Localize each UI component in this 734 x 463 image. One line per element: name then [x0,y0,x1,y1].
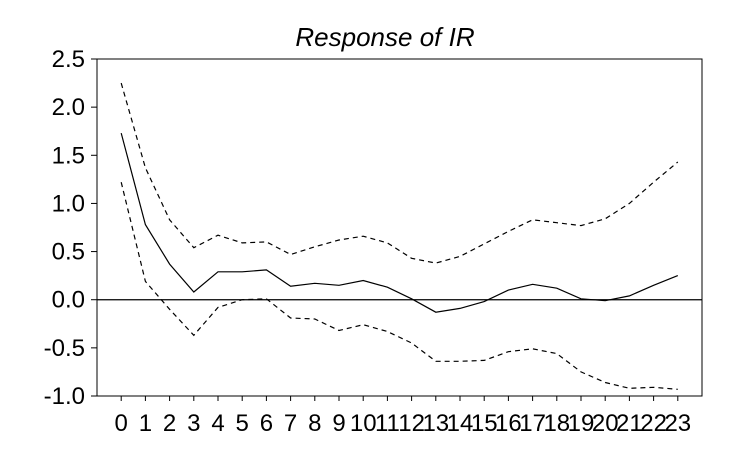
x-tick-label: 14 [447,410,474,437]
x-tick-label: 19 [568,410,595,437]
lower-band-line [120,182,678,390]
x-tick-label: 18 [543,410,570,437]
y-tick-label: 1.0 [52,190,85,217]
x-tick-label: 17 [519,410,546,437]
x-tick-label: 9 [332,410,345,437]
x-tick-label: 0 [115,410,128,437]
x-tick-label: 1 [139,410,152,437]
x-tick-label: 13 [422,410,449,437]
y-tick-label: 2.0 [52,94,85,121]
y-tick-label: -1.0 [44,383,85,410]
y-tick-label: 0.5 [52,239,85,266]
x-tick-label: 10 [350,410,377,437]
plot-area [96,58,703,397]
x-tick-label: 7 [284,410,297,437]
y-tick-label: -0.5 [44,335,85,362]
upper-band-line [120,82,679,264]
x-tick-label: 5 [236,410,249,437]
x-tick-label: 11 [375,410,400,437]
x-tick-label: 12 [398,410,425,437]
x-tick-label: 21 [616,410,643,437]
x-tick-label: 2 [163,410,176,437]
x-tick-label: 6 [260,410,273,437]
series-layer [120,82,679,390]
x-tick-label: 22 [640,410,667,437]
x-tick-label: 16 [495,410,522,437]
y-tick-label: 2.5 [52,46,85,73]
y-axis: 2.5 2.0 1.5 1.0 0.5 0.0 -0.5 -1.0 [44,46,97,410]
x-tick-label: 15 [471,410,498,437]
x-tick-label: 20 [592,410,619,437]
response-line [120,132,679,313]
x-tick-label: 3 [187,410,200,437]
x-tick-label: 23 [664,410,691,437]
y-tick-label: 0.0 [52,287,85,314]
y-tick-label: 1.5 [52,142,85,169]
chart-title: Response of IR [295,22,474,52]
x-tick-label: 8 [308,410,321,437]
x-tick-label: 4 [211,410,224,437]
